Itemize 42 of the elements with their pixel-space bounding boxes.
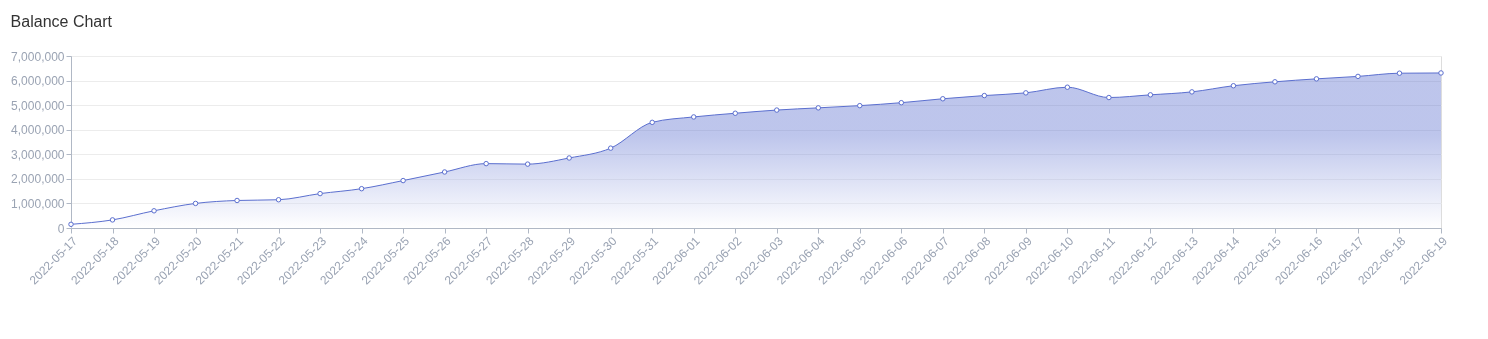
point (815, 105, 822, 111)
point (275, 197, 282, 203)
point (524, 161, 531, 167)
point (1023, 90, 1029, 96)
point (732, 110, 738, 116)
point (898, 99, 905, 106)
point (1106, 94, 1112, 101)
y-tick-label: 6,000,000 (11, 74, 65, 89)
y-tick-label: 0 (57, 221, 65, 236)
y-tick-label: 1,000,000 (11, 196, 65, 211)
point (192, 200, 199, 207)
point (109, 217, 116, 223)
y-tick-label: 2,000,000 (11, 172, 65, 187)
chart-title: Balance Chart (10, 13, 113, 30)
point (649, 119, 655, 126)
point (940, 96, 946, 102)
point (358, 185, 365, 192)
point (1230, 83, 1237, 89)
y-tick-label: 5,000,000 (11, 98, 65, 113)
point (1272, 79, 1278, 85)
point (607, 145, 614, 151)
point (566, 155, 572, 161)
y-tick-label: 3,000,000 (11, 147, 65, 162)
point (483, 160, 489, 167)
y-tick-label: 7,000,000 (11, 49, 65, 64)
point (981, 92, 988, 99)
point (1147, 92, 1154, 98)
point (1189, 89, 1195, 95)
point (400, 177, 406, 184)
point (1064, 84, 1071, 90)
point (774, 107, 780, 113)
point (151, 208, 157, 214)
point (234, 197, 240, 204)
point (1355, 73, 1361, 80)
point (317, 190, 323, 197)
point (441, 169, 448, 175)
point (857, 102, 863, 109)
point (1438, 70, 1444, 76)
point (1396, 70, 1403, 76)
point (1313, 76, 1320, 82)
y-tick-label: 4,000,000 (11, 123, 65, 138)
point (690, 114, 697, 120)
